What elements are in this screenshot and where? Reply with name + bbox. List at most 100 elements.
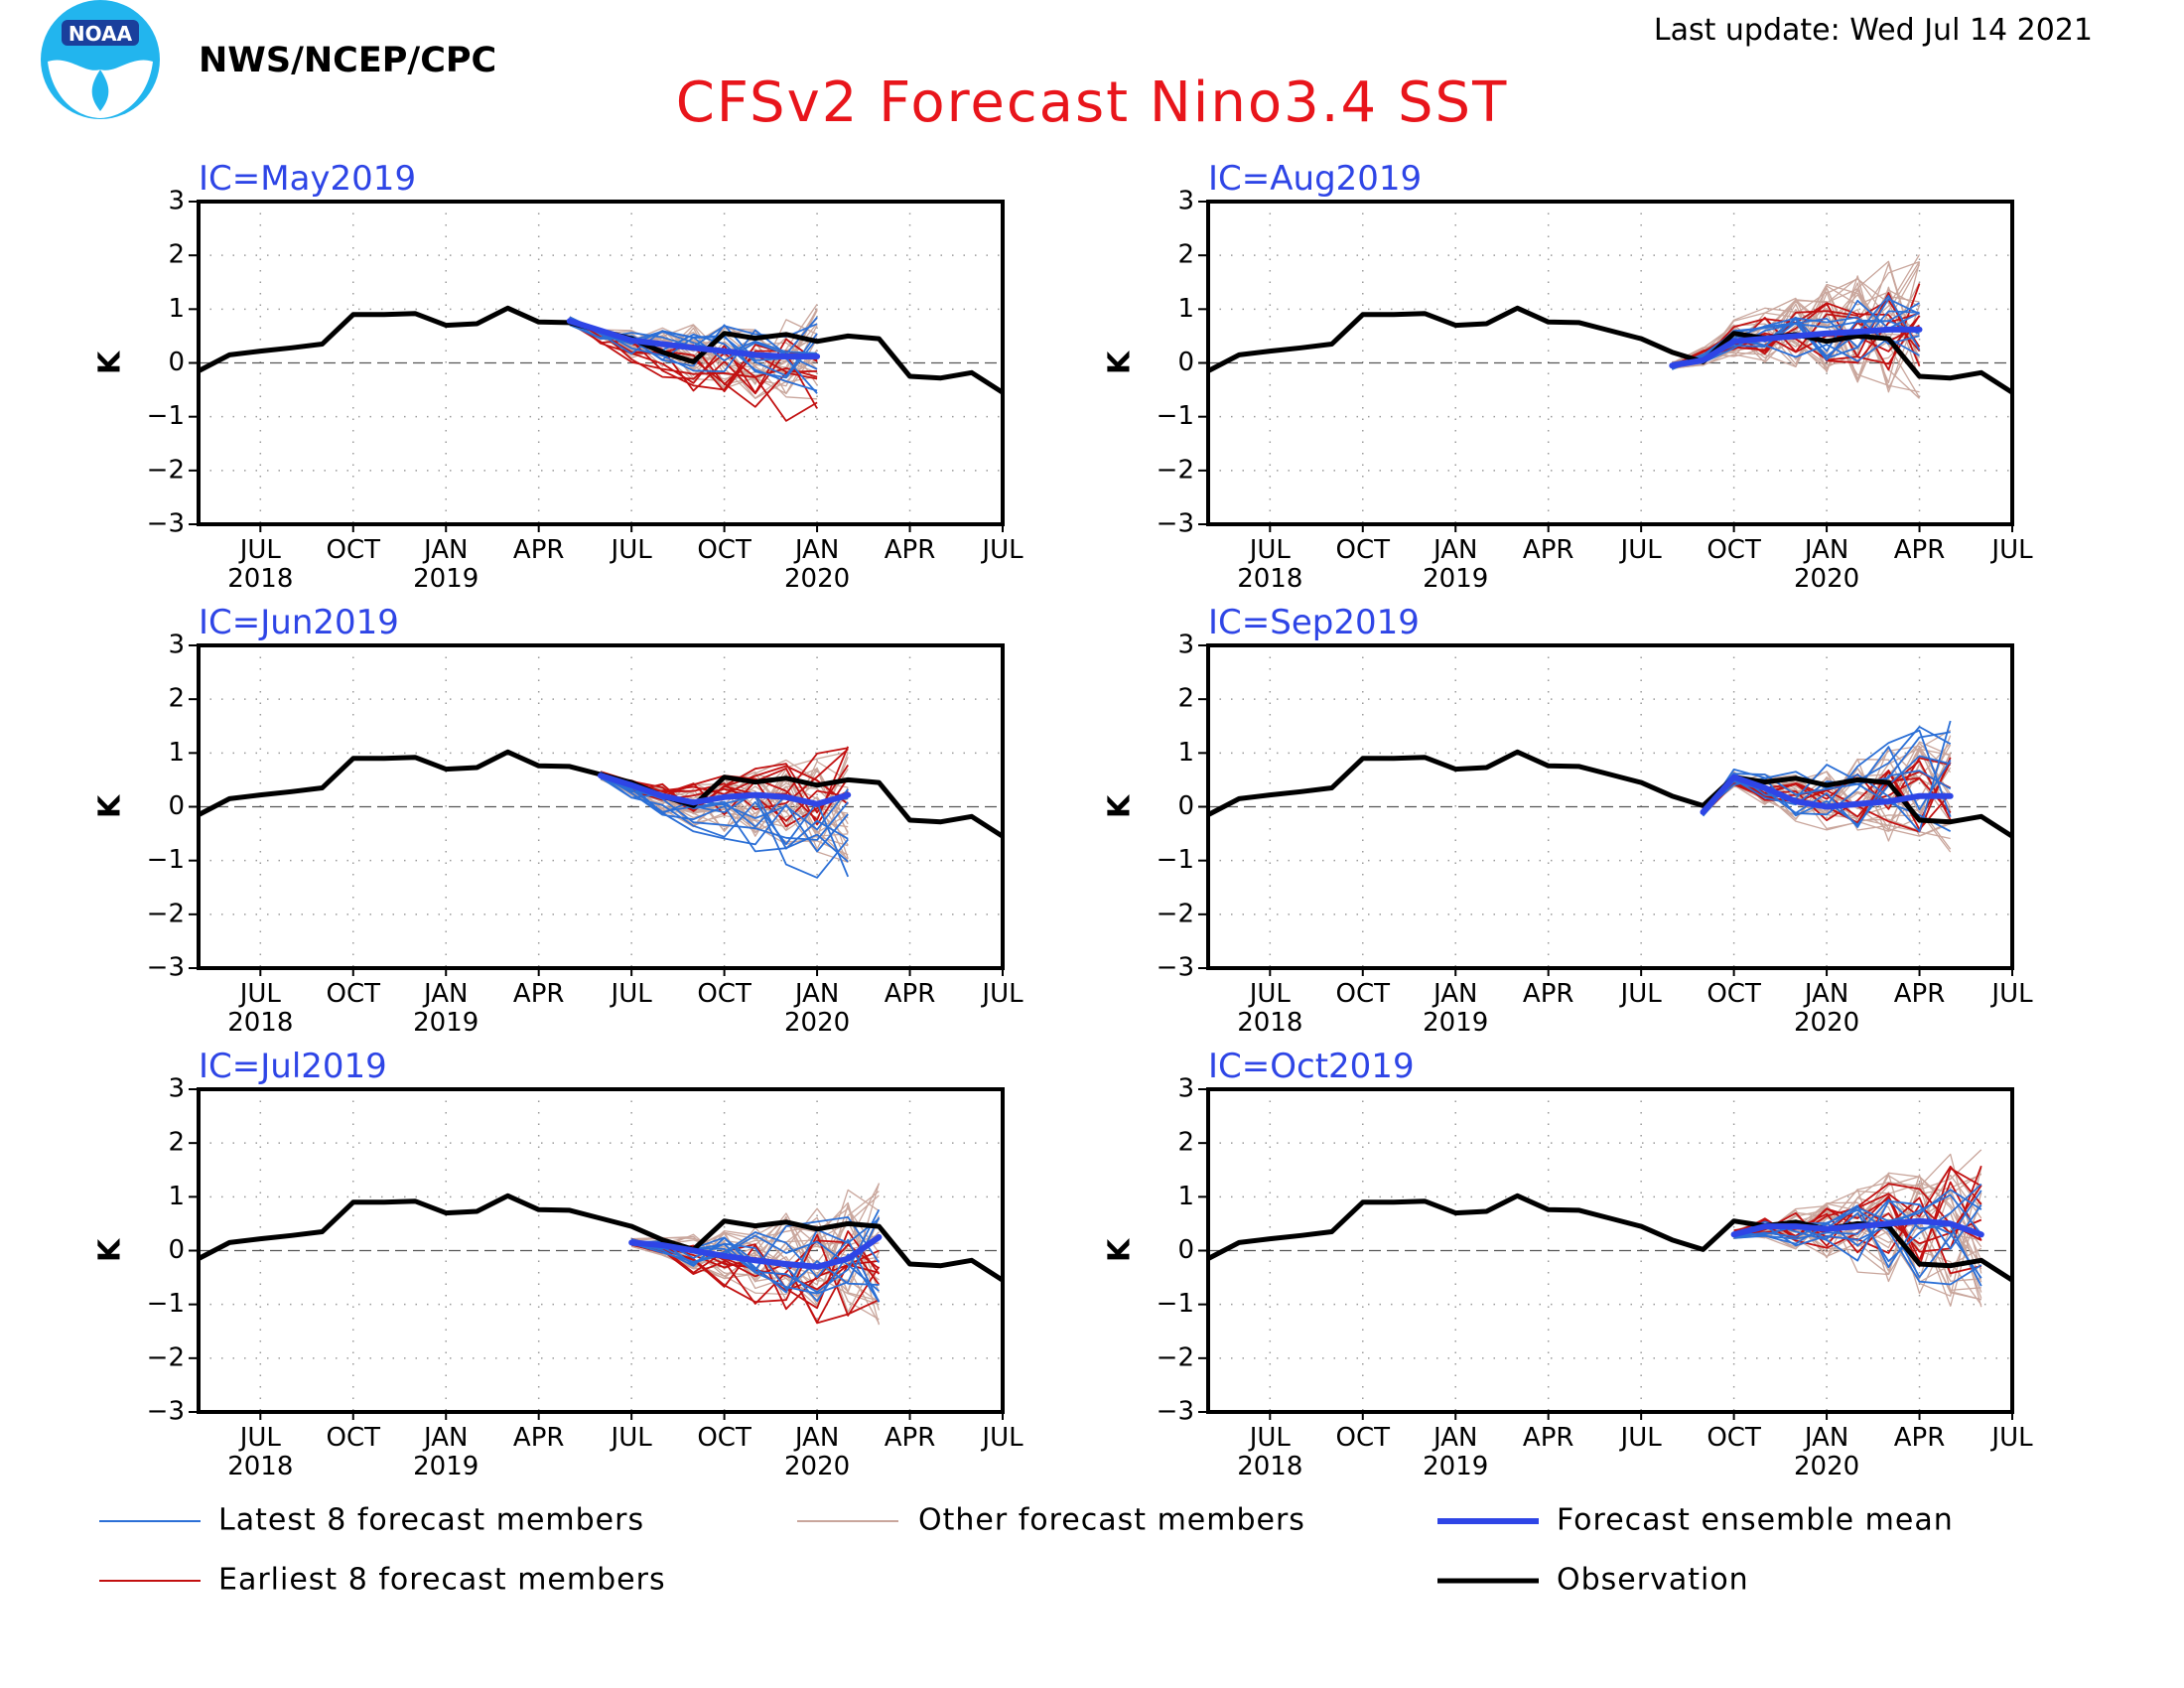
x-tick-month: OCT — [1336, 979, 1391, 1009]
x-tick-year: 2019 — [413, 564, 478, 594]
x-tick-month: APR — [1894, 979, 1946, 1009]
x-tick-year: 2019 — [413, 1008, 478, 1038]
y-tick-label: 1 — [168, 294, 185, 324]
y-tick-label: −2 — [147, 455, 185, 485]
latest-member-line — [1702, 770, 1952, 828]
observation-line — [1206, 749, 2014, 839]
y-tick-label: −2 — [147, 1342, 185, 1372]
x-tick-month: JAN — [1803, 979, 1848, 1009]
y-tick-label: −1 — [147, 401, 185, 431]
y-tick-label: −1 — [1157, 401, 1194, 431]
latest-member-line — [1733, 1198, 1982, 1287]
x-tick-year: 2020 — [784, 1452, 850, 1481]
x-tick-month: OCT — [697, 535, 751, 565]
panel-title: IC=Jul2019 — [199, 1047, 387, 1086]
x-tick-year: 2020 — [1794, 1452, 1859, 1481]
latest-member-line — [600, 777, 849, 831]
last-update: Last update: Wed Jul 14 2021 — [1654, 13, 2093, 48]
x-tick-month: JUL — [980, 1423, 1024, 1453]
x-tick-year: 2019 — [1423, 1008, 1488, 1038]
earliest-member-line — [569, 322, 818, 422]
x-tick-month: JUL — [238, 535, 282, 565]
y-tick-label: 0 — [168, 1235, 185, 1265]
latest-member-line — [1733, 1204, 1982, 1279]
x-tick-month: JUL — [1989, 979, 2033, 1009]
panel-title: IC=May2019 — [199, 159, 416, 199]
x-tick-month: OCT — [697, 979, 751, 1009]
x-tick-month: JAN — [1432, 535, 1477, 565]
x-tick-month: OCT — [327, 535, 381, 565]
x-tick-year: 2019 — [1423, 1452, 1488, 1481]
y-tick-label: −3 — [1157, 1397, 1194, 1427]
x-tick-month: JUL — [610, 979, 653, 1009]
earliest-member-line — [600, 748, 849, 810]
ensemble-mean-line — [1730, 1217, 1984, 1238]
latest-member-line — [630, 1231, 881, 1303]
y-axis-label: K — [93, 1237, 128, 1262]
y-axis-label: K — [1103, 793, 1138, 818]
x-tick-month: APR — [1894, 1423, 1946, 1453]
y-tick-label: −3 — [147, 953, 185, 983]
x-tick-month: JAN — [1432, 979, 1477, 1009]
latest-member-line — [630, 1234, 880, 1292]
y-tick-label: 2 — [168, 1128, 185, 1158]
x-tick-year: 2020 — [784, 1008, 850, 1038]
y-tick-label: 2 — [168, 684, 185, 714]
y-tick-label: −1 — [1157, 845, 1194, 875]
other-member-line — [1672, 308, 1920, 399]
y-tick-label: −2 — [1157, 455, 1194, 485]
y-tick-label: −2 — [1157, 899, 1194, 928]
x-tick-month: JUL — [1989, 535, 2033, 565]
observation-line — [197, 1193, 1005, 1283]
x-tick-month: JUL — [238, 1423, 282, 1453]
y-tick-label: −3 — [147, 1397, 185, 1427]
y-tick-label: 0 — [1177, 1235, 1194, 1265]
y-tick-label: −3 — [1157, 953, 1194, 983]
latest-member-line — [1702, 755, 1951, 826]
noaa-logo-text: NOAA — [68, 22, 133, 46]
x-tick-year: 2020 — [784, 564, 850, 594]
x-tick-year: 2019 — [413, 1452, 478, 1481]
x-tick-month: OCT — [1336, 1423, 1391, 1453]
x-tick-month: APR — [885, 535, 936, 565]
x-tick-month: JAN — [422, 1423, 468, 1453]
y-tick-label: −1 — [147, 1289, 185, 1319]
x-tick-month: APR — [1523, 1423, 1574, 1453]
ensemble-mean-line — [1669, 326, 1923, 369]
y-tick-label: 3 — [1177, 1074, 1194, 1104]
x-tick-year: 2018 — [1237, 564, 1302, 594]
other-member-line — [1671, 286, 1921, 381]
x-tick-year: 2018 — [1237, 1008, 1302, 1038]
latest-member-line — [569, 323, 818, 392]
latest-member-line — [1671, 294, 1921, 369]
x-tick-month: JAN — [1803, 1423, 1848, 1453]
latest-member-line — [1733, 1208, 1982, 1286]
legend-label-latest: Latest 8 forecast members — [218, 1503, 644, 1538]
panel-title: IC=Sep2019 — [1208, 603, 1420, 642]
x-tick-month: JUL — [1248, 1423, 1292, 1453]
x-tick-month: JUL — [610, 535, 653, 565]
y-tick-label: 0 — [168, 791, 185, 821]
agency-label: NWS/NCEP/CPC — [199, 41, 496, 80]
x-tick-month: JAN — [1803, 535, 1848, 565]
legend: Latest 8 forecast members Other forecast… — [99, 1503, 1953, 1598]
x-tick-month: OCT — [697, 1423, 751, 1453]
x-tick-year: 2019 — [1423, 564, 1488, 594]
y-tick-label: 3 — [168, 631, 185, 660]
x-tick-month: JAN — [793, 1423, 839, 1453]
y-tick-label: 3 — [1177, 187, 1194, 216]
x-tick-month: APR — [1523, 979, 1574, 1009]
y-tick-label: 0 — [1177, 348, 1194, 377]
x-tick-year: 2018 — [1237, 1452, 1302, 1481]
x-tick-month: JAN — [422, 979, 468, 1009]
y-tick-label: 2 — [1177, 684, 1194, 714]
x-tick-month: APR — [513, 535, 565, 565]
x-tick-month: APR — [1523, 535, 1574, 565]
y-tick-label: 1 — [1177, 738, 1194, 768]
y-tick-label: 2 — [1177, 240, 1194, 270]
y-tick-label: 1 — [168, 1182, 185, 1211]
